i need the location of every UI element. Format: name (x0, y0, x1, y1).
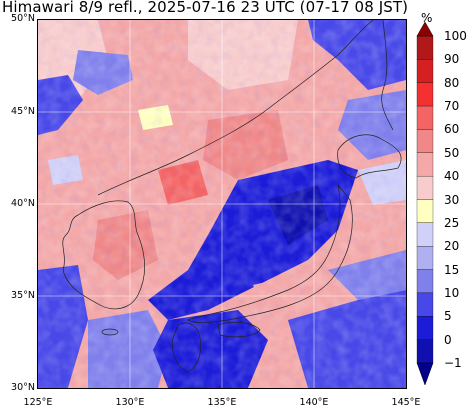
colorbar (416, 21, 434, 386)
colorbar-tick-label: 40 (444, 169, 460, 184)
lat-label-50: 50°N (11, 13, 35, 24)
colorbar-tick-label: 5 (444, 309, 452, 324)
satellite-map[interactable] (37, 19, 407, 389)
colorbar-tick-label: 80 (444, 75, 460, 90)
colorbar-box (416, 59, 434, 83)
colorbar-tick-label: 25 (444, 215, 460, 230)
colorbar-box (416, 199, 434, 224)
colorbar-tick-label: 60 (444, 122, 460, 137)
colorbar-box (416, 129, 434, 153)
lat-label-35: 35°N (11, 290, 35, 301)
colorbar-box (416, 105, 434, 130)
colorbar-box (416, 82, 434, 107)
colorbar-box (416, 175, 434, 200)
colorbar-box (416, 292, 434, 317)
coastlines (62, 20, 402, 373)
colorbar-tick-label: 100 (444, 29, 467, 43)
colorbar-tick-label: 15 (444, 262, 460, 277)
colorbar-tick-label: 20 (444, 239, 460, 254)
colorbar-tick-label: 50 (444, 145, 460, 160)
colorbar-box (416, 316, 434, 340)
colorbar-max-arrow (416, 21, 434, 37)
colorbar-unit: % (421, 11, 433, 25)
colorbar-box (416, 222, 434, 247)
colorbar-tick-label: 0 (444, 332, 452, 347)
lat-label-45: 45°N (11, 106, 35, 117)
lon-label-130: 130°E (115, 397, 145, 408)
reflectance-field (38, 20, 406, 388)
colorbar-tick-label: 90 (444, 52, 460, 67)
colorbar-tick-label: 70 (444, 99, 460, 114)
lat-label-40: 40°N (11, 198, 35, 209)
colorbar-tick-label: 30 (444, 192, 460, 207)
lon-label-145: 145°E (391, 397, 421, 408)
colorbar-box (416, 35, 434, 60)
colorbar-min-arrow (416, 362, 434, 386)
map-title: Himawari 8/9 refl., 2025-07-16 23 UTC (0… (2, 0, 409, 16)
colorbar-box (416, 339, 434, 364)
colorbar-box (416, 246, 434, 270)
colorbar-tick-label: 10 (444, 285, 460, 300)
colorbar-box (416, 152, 434, 177)
lon-label-140: 140°E (299, 397, 329, 408)
lat-label-30: 30°N (11, 382, 35, 393)
colorbar-box (416, 269, 434, 294)
colorbar-tick-label: −1 (444, 356, 462, 370)
lon-label-135: 135°E (207, 397, 237, 408)
lon-label-125: 125°E (23, 397, 53, 408)
